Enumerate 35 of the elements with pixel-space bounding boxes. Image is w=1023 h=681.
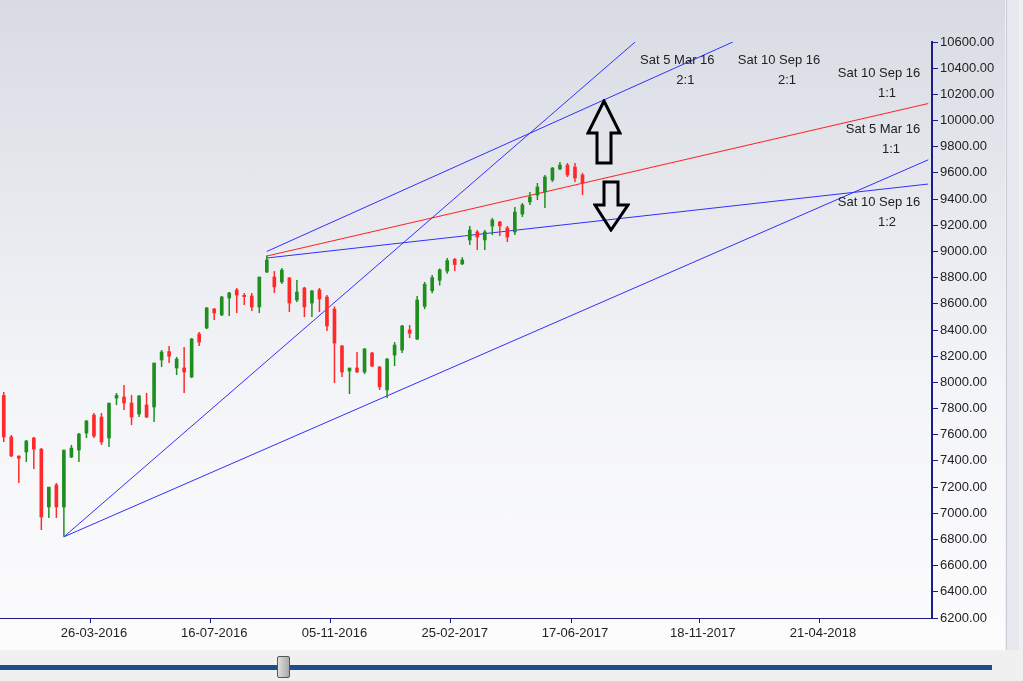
x-tick-label: 25-02-2017 bbox=[421, 625, 488, 641]
series-label: Sat 5 Mar 16 2:1 bbox=[640, 51, 715, 87]
y-tick-label: 7800.00 bbox=[940, 400, 987, 416]
y-tick-label: 7000.00 bbox=[940, 504, 987, 520]
y-tick-label: 9600.00 bbox=[940, 164, 987, 180]
y-tick-label: 7200.00 bbox=[940, 478, 987, 494]
y-tick-label: 6400.00 bbox=[940, 583, 987, 599]
y-tick-label: 10600.00 bbox=[940, 33, 995, 49]
y-tick-label: 8800.00 bbox=[940, 269, 987, 285]
series-label: Sat 10 Sep 16 1:2 bbox=[837, 193, 921, 229]
y-tick-label: 8400.00 bbox=[940, 321, 987, 337]
y-tick-label: 8600.00 bbox=[940, 295, 987, 311]
y-tick-label: 9800.00 bbox=[940, 138, 987, 154]
y-tick-label: 9200.00 bbox=[940, 216, 987, 232]
y-tick-label: 9400.00 bbox=[940, 190, 987, 206]
y-tick-label: 10000.00 bbox=[940, 112, 995, 128]
y-tick-label: 6600.00 bbox=[940, 557, 987, 573]
x-tick-label: 21-04-2018 bbox=[789, 625, 857, 641]
x-tick-label: 16-07-2016 bbox=[180, 625, 248, 641]
y-tick-label: 8000.00 bbox=[940, 373, 987, 389]
x-tick-label: 18-11-2017 bbox=[669, 625, 736, 641]
series-label: Sat 5 Mar 16 1:1 bbox=[845, 121, 921, 157]
x-tick-label: 05-11-2016 bbox=[301, 625, 368, 641]
y-tick-label: 7600.00 bbox=[940, 426, 987, 442]
series-label: Sat 10 Sep 16 2:1 bbox=[737, 51, 821, 87]
series-label: Sat 10 Sep 16 1:1 bbox=[837, 65, 921, 101]
y-tick-label: 9000.00 bbox=[940, 243, 987, 259]
y-tick-label: 10400.00 bbox=[940, 59, 995, 75]
y-tick-label: 7400.00 bbox=[940, 452, 987, 468]
x-tick-label: 17-06-2017 bbox=[541, 625, 609, 641]
y-tick-label: 10200.00 bbox=[940, 85, 995, 101]
x-tick-label: 26-03-2016 bbox=[60, 625, 128, 641]
y-tick-label: 6200.00 bbox=[940, 609, 987, 625]
y-tick-label: 8200.00 bbox=[940, 347, 987, 363]
y-tick-label: 6800.00 bbox=[940, 531, 987, 547]
